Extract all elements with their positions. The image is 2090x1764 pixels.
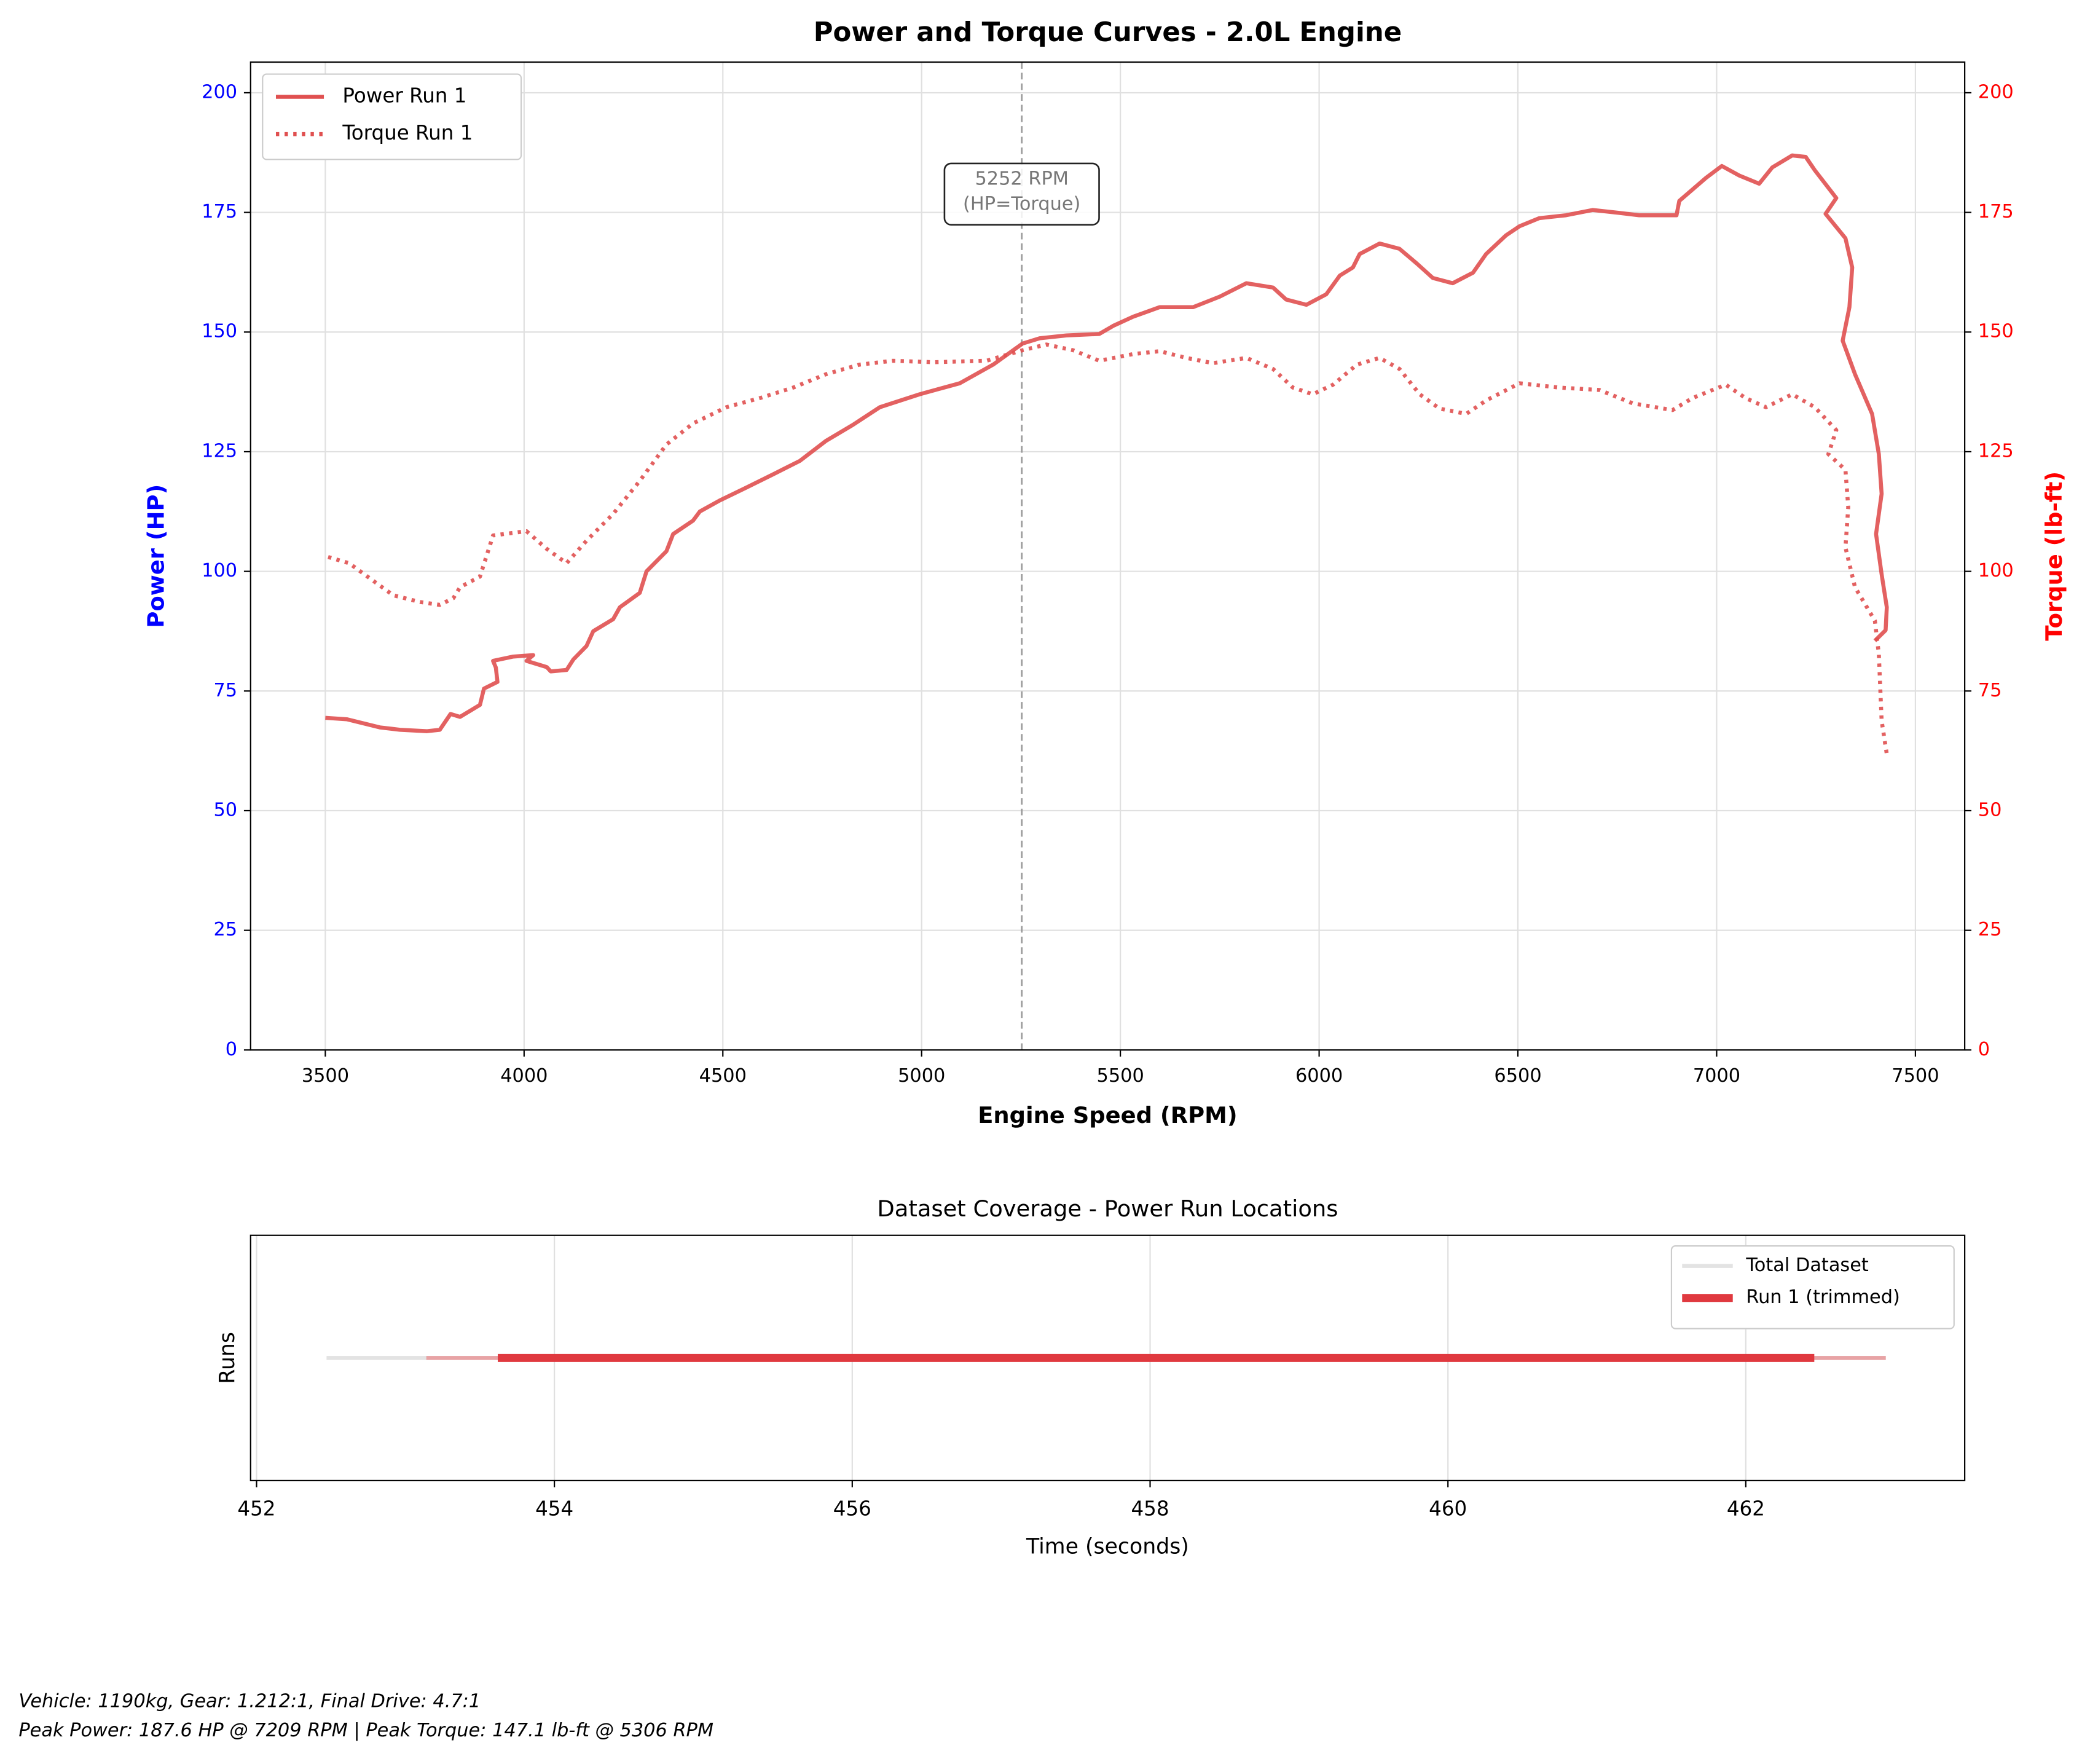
y2-tick-label: 125 [1978, 440, 2014, 462]
chart-title: Power and Torque Curves - 2.0L Engine [814, 17, 1402, 48]
x-axis-label: Engine Speed (RPM) [978, 1102, 1237, 1128]
y-tick-label: 175 [202, 201, 237, 222]
x-tick-label: 7000 [1693, 1065, 1740, 1087]
x-tick-label: 462 [1727, 1497, 1765, 1521]
y2-tick-label: 0 [1978, 1039, 1990, 1060]
y-tick-label: 25 [213, 919, 237, 940]
x-tick-label: 452 [237, 1497, 275, 1521]
y-tick-label: 0 [226, 1039, 237, 1060]
y2-tick-label: 75 [1978, 680, 2002, 701]
x-tick-label: 458 [1131, 1497, 1169, 1521]
x-axis-label: Time (seconds) [1026, 1534, 1189, 1559]
x-tick-label: 6500 [1494, 1065, 1541, 1087]
annotation-text: (HP=Torque) [963, 194, 1080, 215]
annotation-text: 5252 RPM [975, 168, 1069, 189]
y-axis-label: Power (HP) [143, 484, 169, 628]
y2-tick-label: 150 [1978, 321, 2014, 342]
y-tick-label: 50 [213, 799, 237, 821]
x-tick-label: 4000 [500, 1065, 548, 1087]
legend-label: Torque Run 1 [342, 121, 473, 144]
y-axis-label: Runs [215, 1332, 240, 1384]
y-tick-label: 75 [213, 680, 237, 701]
x-tick-label: 3500 [302, 1065, 349, 1087]
legend-box [262, 73, 522, 160]
note: Vehicle: 1190kg, Gear: 1.212:1, Final Dr… [18, 1690, 481, 1712]
legend-label: Total Dataset [1745, 1254, 1869, 1276]
y2-tick-label: 200 [1978, 81, 2014, 103]
annotation-box [943, 162, 1100, 226]
y2-tick-label: 25 [1978, 919, 2002, 940]
x-tick-label: 456 [833, 1497, 871, 1521]
data-line [325, 153, 1889, 733]
x-tick-label: 5500 [1097, 1065, 1144, 1087]
plot-frame [249, 1234, 1966, 1481]
y-tick-label: 100 [202, 560, 237, 581]
legend-box [1670, 1245, 1955, 1329]
legend-label: Power Run 1 [342, 84, 466, 107]
x-tick-label: 460 [1429, 1497, 1467, 1521]
plot-frame [249, 61, 1966, 1051]
y2-tick-label: 175 [1978, 201, 2014, 222]
y2-tick-label: 100 [1978, 560, 2014, 581]
x-tick-label: 5000 [898, 1065, 945, 1087]
y2-tick-label: 50 [1978, 799, 2002, 821]
y-tick-label: 150 [202, 321, 237, 342]
note: Peak Power: 187.6 HP @ 7209 RPM | Peak T… [18, 1720, 713, 1741]
y-tick-label: 125 [202, 440, 237, 462]
x-tick-label: 454 [535, 1497, 573, 1521]
y2-axis-label: Torque (lb-ft) [2041, 471, 2067, 641]
x-tick-label: 4500 [699, 1065, 747, 1087]
data-line [328, 342, 1889, 755]
legend-label: Run 1 (trimmed) [1746, 1286, 1899, 1308]
y-tick-label: 200 [202, 81, 237, 103]
x-tick-label: 6000 [1295, 1065, 1343, 1087]
chart-title: Dataset Coverage - Power Run Locations [877, 1195, 1338, 1222]
x-tick-label: 7500 [1892, 1065, 1939, 1087]
